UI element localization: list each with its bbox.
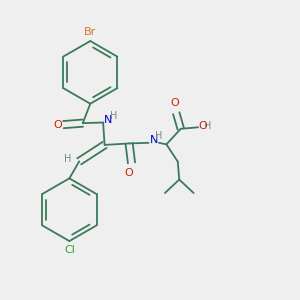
Text: N: N bbox=[149, 135, 158, 146]
Text: Br: Br bbox=[84, 27, 96, 37]
Text: H: H bbox=[64, 154, 72, 164]
Text: H: H bbox=[155, 131, 163, 141]
Text: N: N bbox=[104, 115, 112, 125]
Text: O: O bbox=[170, 98, 179, 109]
Text: H: H bbox=[110, 111, 117, 121]
Text: O: O bbox=[125, 168, 134, 178]
Text: Cl: Cl bbox=[64, 245, 75, 255]
Text: O: O bbox=[199, 122, 207, 131]
Text: O: O bbox=[54, 120, 62, 130]
Text: H: H bbox=[204, 122, 212, 131]
